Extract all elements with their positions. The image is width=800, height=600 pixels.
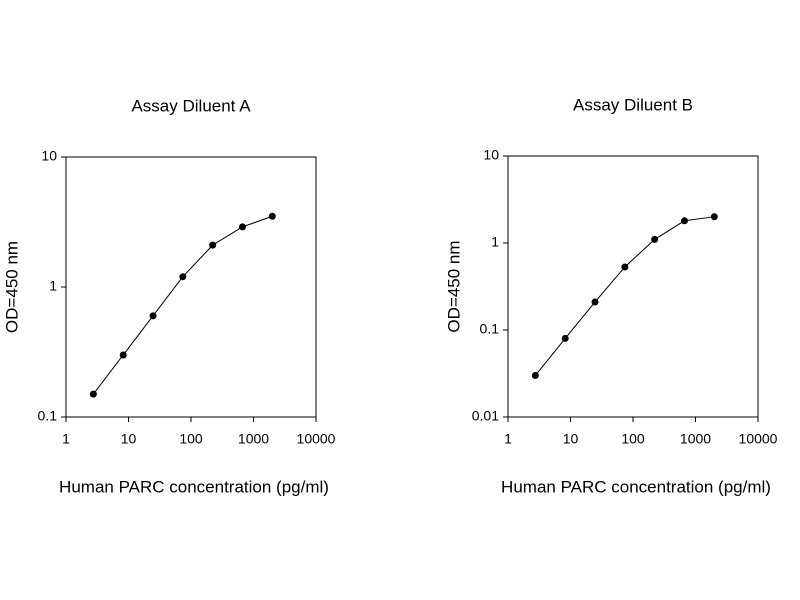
- x-tick-label: 100: [621, 431, 645, 447]
- plot-frame: [507, 155, 759, 418]
- data-point: [681, 217, 689, 225]
- y-tick-label: 1: [491, 234, 499, 250]
- x-tick-label: 1000: [680, 431, 711, 447]
- title: Assay Diluent B: [573, 95, 693, 114]
- x-tick-label: 10000: [739, 431, 778, 447]
- x-tick-label: 100: [179, 431, 203, 447]
- x-tick-label: 1000: [238, 431, 269, 447]
- data-point: [268, 212, 276, 220]
- data-point: [149, 312, 157, 320]
- data-line: [92, 215, 273, 395]
- y-tick-label: 0.1: [480, 321, 500, 337]
- data-point: [239, 223, 247, 231]
- data-point: [591, 298, 599, 306]
- plot-frame: [65, 156, 317, 418]
- y-tick-label: 0.1: [38, 408, 58, 424]
- axis-label: OD=450 nm: [444, 240, 463, 332]
- x-tick-label: 1: [62, 431, 70, 447]
- data-point: [119, 351, 127, 359]
- data-point: [209, 241, 217, 249]
- data-point: [651, 235, 659, 243]
- axis-label: Human PARC concentration (pg/ml): [501, 477, 771, 496]
- data-point: [710, 213, 718, 221]
- data-point: [89, 390, 97, 398]
- y-tick-label: 0.01: [472, 408, 499, 424]
- x-tick-label: 10: [121, 431, 137, 447]
- axis-label: Human PARC concentration (pg/ml): [59, 477, 329, 496]
- data-point: [179, 273, 187, 281]
- x-tick-label: 10000: [297, 431, 336, 447]
- data-point: [531, 371, 539, 379]
- y-tick-label: 10: [41, 148, 57, 164]
- y-tick-label: 10: [483, 147, 499, 163]
- axis-label: OD=450 nm: [2, 241, 21, 333]
- x-tick-label: 10: [563, 431, 579, 447]
- x-tick-label: 1: [504, 431, 512, 447]
- data-point: [621, 263, 629, 271]
- data-point: [561, 334, 569, 342]
- title: Assay Diluent A: [131, 96, 251, 115]
- data-line: [534, 216, 715, 376]
- y-tick-label: 1: [49, 278, 57, 294]
